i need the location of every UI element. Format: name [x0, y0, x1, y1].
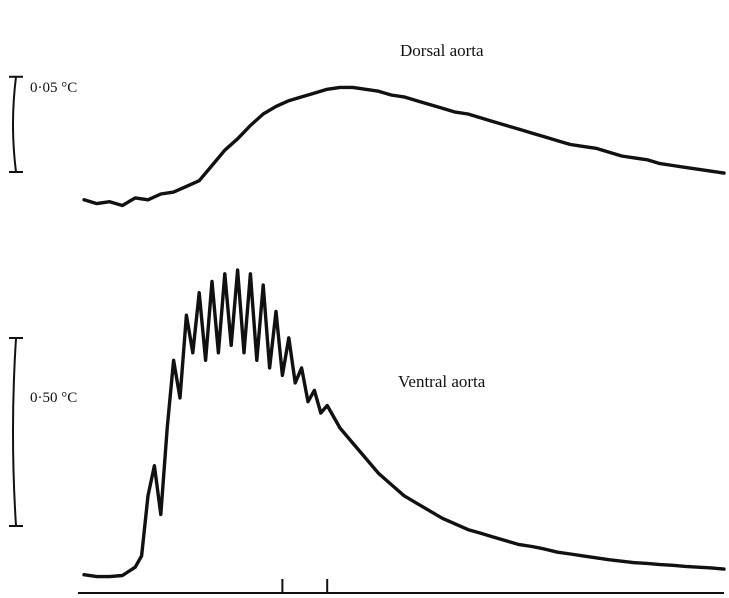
dorsal-aorta-panel: 0·05 °C Dorsal aorta [9, 41, 726, 208]
dorsal-aorta-trace [82, 85, 726, 208]
dorsal-aorta-label: Dorsal aorta [400, 41, 484, 60]
ventral-aorta-panel: 0·50 °C Ventral aorta [9, 268, 726, 594]
ventral-aorta-trace [82, 268, 726, 579]
dorsal-scale-bar [9, 75, 23, 173]
ventral-scale-bar [9, 337, 23, 527]
ventral-scale-label: 0·50 °C [30, 390, 77, 406]
dorsal-scale-label: 0·05 °C [30, 80, 77, 96]
ventral-aorta-label: Ventral aorta [398, 372, 486, 391]
time-axis-ticks [281, 579, 329, 593]
